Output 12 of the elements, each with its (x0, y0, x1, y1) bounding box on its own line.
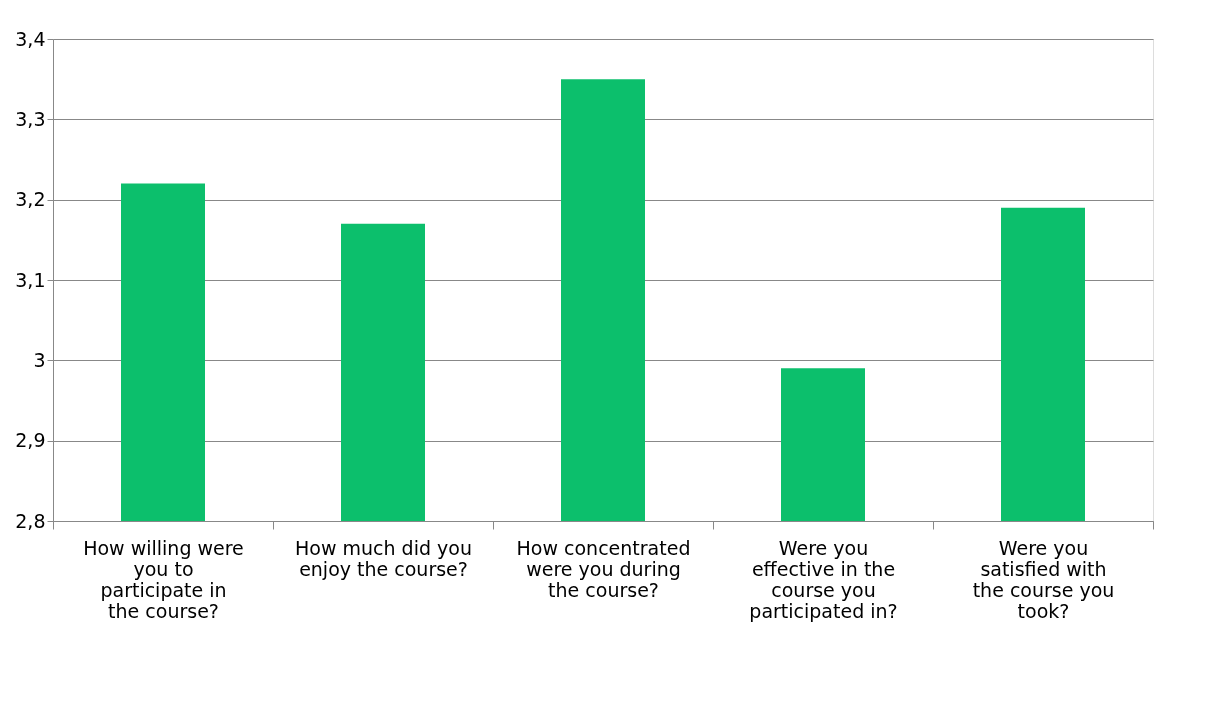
x-tick-label: How much did you enjoy the course? (295, 536, 472, 580)
y-tick-label: 3,3 (15, 107, 46, 130)
x-tick-label: How willing were you to participate in the course? (83, 536, 244, 622)
y-tick-label: 2,9 (15, 429, 46, 452)
y-tick-label: 2,8 (15, 509, 46, 532)
y-tick-label: 3,2 (15, 188, 46, 211)
y-tick-label: 3 (33, 348, 46, 371)
x-tick-label: Were you satisfied with the course you took? (972, 536, 1115, 622)
y-tick-label: 3,1 (15, 268, 46, 291)
x-tick-label: Were you effective in the course you participated in? (749, 536, 898, 622)
y-tick-label: 3,4 (15, 27, 46, 50)
x-tick-label: How concentrated were you during the course? (516, 536, 691, 601)
